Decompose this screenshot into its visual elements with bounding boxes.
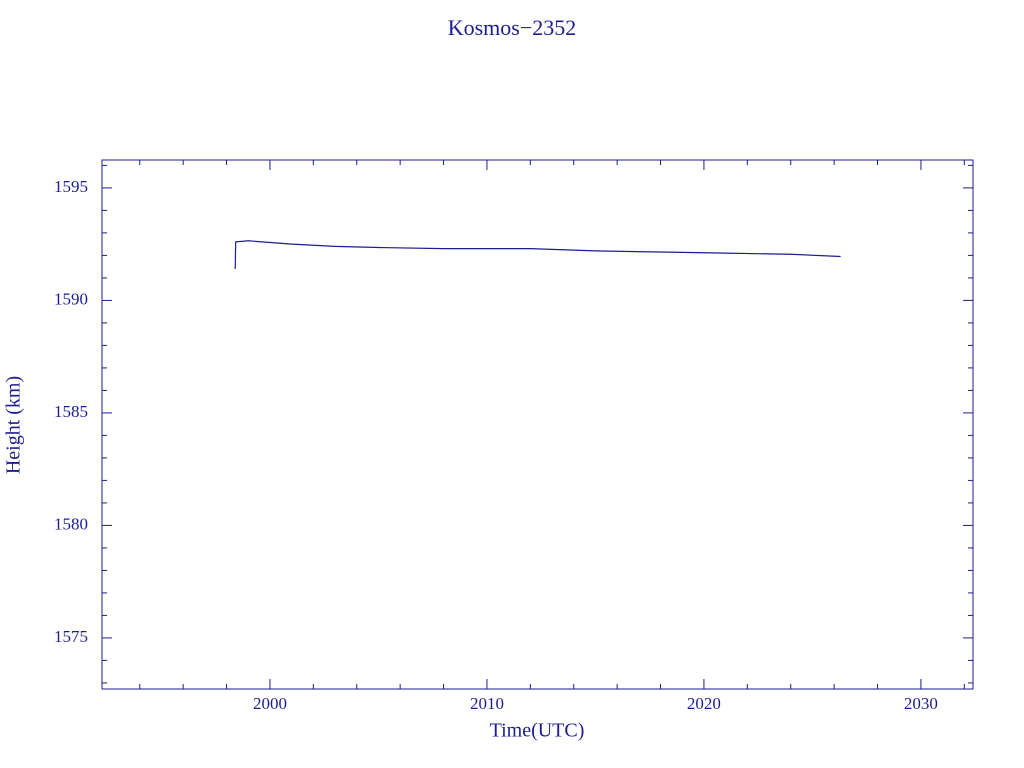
y-tick-label: 1580 bbox=[54, 514, 88, 533]
x-tick-label: 2010 bbox=[470, 694, 504, 713]
x-tick-label: 2000 bbox=[253, 694, 287, 713]
x-tick-label: 2030 bbox=[904, 694, 938, 713]
y-tick-label: 1585 bbox=[54, 402, 88, 421]
x-tick-label: 2020 bbox=[687, 694, 721, 713]
y-axis-label: Height (km) bbox=[3, 376, 25, 474]
y-tick-label: 1595 bbox=[54, 177, 88, 196]
y-tick-label: 1590 bbox=[54, 289, 88, 308]
plot-frame bbox=[101, 159, 974, 690]
data-line bbox=[234, 240, 841, 269]
x-axis-label: Time(UTC) bbox=[490, 720, 585, 742]
chart-title: Kosmos−2352 bbox=[448, 15, 577, 40]
y-tick-label: 1575 bbox=[54, 627, 88, 646]
